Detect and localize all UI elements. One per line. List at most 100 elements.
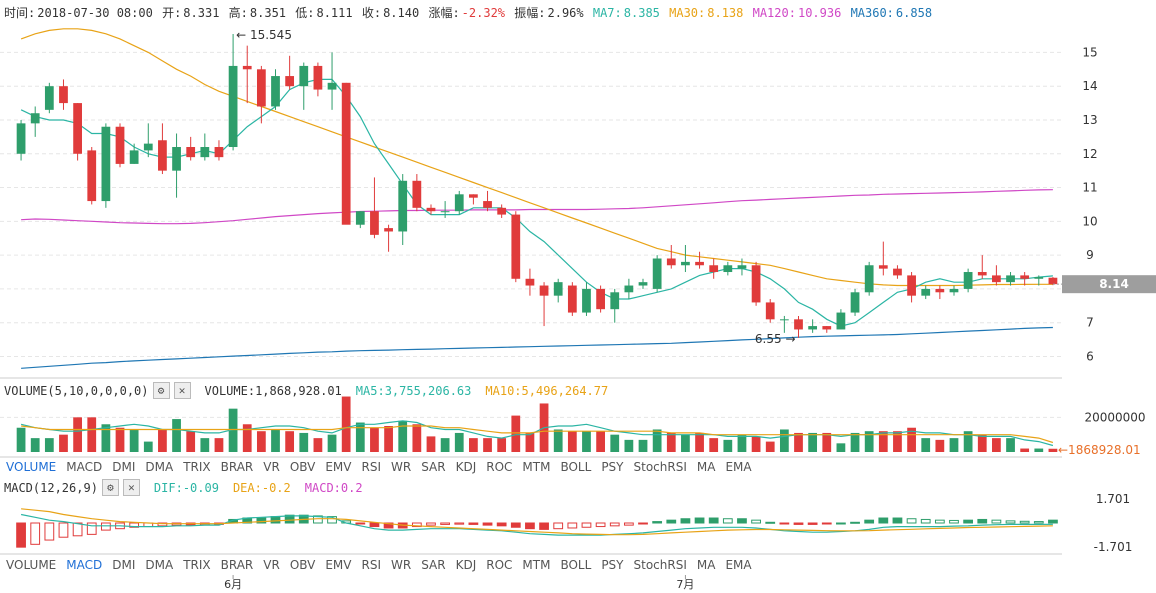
ma360-line bbox=[21, 326, 1053, 369]
tab-macd-panel-ma[interactable]: MA bbox=[696, 558, 716, 572]
tab-volume-panel-volume[interactable]: VOLUME bbox=[6, 460, 57, 474]
tab-macd-panel-ema[interactable]: EMA bbox=[725, 558, 752, 572]
volume-bar bbox=[256, 431, 266, 452]
candle-body bbox=[129, 150, 139, 164]
tab-volume-panel-sar[interactable]: SAR bbox=[421, 460, 446, 474]
macd-histogram-bar bbox=[963, 519, 974, 524]
tab-macd-panel-wr[interactable]: WR bbox=[391, 558, 412, 572]
price-tick-label: 12 bbox=[1082, 147, 1097, 161]
candle-body bbox=[1020, 275, 1030, 279]
current-price-label: 8.14 bbox=[1099, 277, 1129, 291]
tab-volume-panel-ma[interactable]: MA bbox=[696, 460, 716, 474]
tab-macd-panel-boll[interactable]: BOLL bbox=[560, 558, 592, 572]
tab-volume-panel-psy[interactable]: PSY bbox=[601, 460, 624, 474]
macd-histogram-bar bbox=[256, 517, 267, 524]
tab-macd-panel-kdj[interactable]: KDJ bbox=[455, 558, 477, 572]
volume-bar bbox=[228, 408, 238, 452]
tab-volume-panel-dmi[interactable]: DMI bbox=[112, 460, 136, 474]
tab-macd-panel-vr[interactable]: VR bbox=[263, 558, 280, 572]
tab-volume-panel-kdj[interactable]: KDJ bbox=[455, 460, 477, 474]
volume-bar bbox=[779, 429, 789, 452]
tab-volume-panel-roc[interactable]: ROC bbox=[486, 460, 513, 474]
high-value: 8.351 bbox=[249, 6, 287, 20]
tab-volume-panel-emv[interactable]: EMV bbox=[325, 460, 352, 474]
volume-bar bbox=[483, 438, 492, 452]
tab-volume-panel-boll[interactable]: BOLL bbox=[560, 460, 592, 474]
macd-histogram-bar bbox=[496, 522, 507, 527]
candle-body bbox=[878, 265, 888, 269]
tab-macd-panel-roc[interactable]: ROC bbox=[486, 558, 513, 572]
candle-body bbox=[666, 258, 676, 266]
macd-close-icon[interactable]: ✕ bbox=[122, 479, 140, 496]
tab-volume-panel-obv[interactable]: OBV bbox=[289, 460, 316, 474]
volume-close-icon[interactable]: ✕ bbox=[173, 382, 191, 399]
volume-bar bbox=[285, 431, 295, 452]
candle-body bbox=[525, 278, 535, 286]
volume-bar bbox=[497, 438, 507, 452]
candle-body bbox=[1034, 277, 1044, 279]
macd-histogram-bar bbox=[793, 522, 804, 525]
volume-panel: 20000000 ←1868928.01 bbox=[0, 396, 1146, 458]
volume-bar bbox=[751, 436, 761, 452]
macd-histogram-bar bbox=[765, 521, 776, 524]
volume-bar bbox=[963, 431, 973, 452]
tab-volume-panel-mtm[interactable]: MTM bbox=[522, 460, 551, 474]
macd-histogram-bar bbox=[864, 519, 875, 524]
macd-histogram-bar bbox=[72, 522, 83, 537]
ma120-value: 10.936 bbox=[797, 6, 842, 20]
tab-volume-panel-stochrsi[interactable]: StochRSI bbox=[633, 460, 687, 474]
macd-histogram-bar bbox=[86, 522, 97, 535]
tab-macd-panel-trix[interactable]: TRIX bbox=[183, 558, 211, 572]
tab-volume-panel-trix[interactable]: TRIX bbox=[183, 460, 211, 474]
macd-histogram-bar bbox=[482, 522, 493, 526]
volume-bar bbox=[794, 432, 803, 452]
tab-volume-panel-wr[interactable]: WR bbox=[391, 460, 412, 474]
tab-macd-panel-volume[interactable]: VOLUME bbox=[6, 558, 57, 572]
tab-volume-panel-ema[interactable]: EMA bbox=[725, 460, 752, 474]
x-axis-label: 6月 bbox=[224, 578, 242, 591]
volume-bar bbox=[454, 432, 464, 452]
macd-histogram-bar bbox=[609, 522, 620, 527]
ma7-label: MA7: bbox=[592, 6, 622, 20]
tab-macd-panel-psy[interactable]: PSY bbox=[601, 558, 624, 572]
candle-body bbox=[370, 211, 379, 235]
candle-body bbox=[454, 194, 464, 212]
candle-body bbox=[836, 312, 846, 330]
volume-bar bbox=[567, 431, 577, 452]
tab-volume-panel-dma[interactable]: DMA bbox=[145, 460, 174, 474]
change-label: 涨幅: bbox=[428, 6, 460, 20]
candle-body bbox=[271, 76, 280, 107]
tab-macd-panel-brar[interactable]: BRAR bbox=[220, 558, 254, 572]
volume-bar bbox=[214, 438, 224, 452]
volume-bar bbox=[1020, 448, 1030, 452]
tab-macd-panel-macd[interactable]: MACD bbox=[66, 558, 103, 572]
volume-bar bbox=[44, 438, 54, 452]
volume-bar bbox=[101, 424, 111, 452]
tab-macd-panel-rsi[interactable]: RSI bbox=[361, 558, 382, 572]
tab-macd-panel-obv[interactable]: OBV bbox=[289, 558, 316, 572]
macd-histogram-bar bbox=[1033, 521, 1044, 524]
tab-macd-panel-emv[interactable]: EMV bbox=[325, 558, 352, 572]
macd-histogram-bar bbox=[991, 519, 1002, 524]
macd-histogram-bar bbox=[270, 516, 281, 524]
volume-bar bbox=[16, 427, 26, 452]
tab-volume-panel-vr[interactable]: VR bbox=[263, 460, 280, 474]
candle-body bbox=[511, 214, 521, 279]
volume-settings-gear-icon[interactable]: ⚙ bbox=[152, 382, 170, 399]
tab-macd-panel-dma[interactable]: DMA bbox=[145, 558, 174, 572]
tab-macd-panel-sar[interactable]: SAR bbox=[421, 558, 446, 572]
volume-bar bbox=[582, 431, 591, 452]
tab-volume-panel-rsi[interactable]: RSI bbox=[361, 460, 382, 474]
macd-histogram-bar bbox=[836, 522, 846, 525]
tab-macd-panel-dmi[interactable]: DMI bbox=[112, 558, 136, 572]
tab-volume-panel-macd[interactable]: MACD bbox=[66, 460, 103, 474]
tab-macd-panel-mtm[interactable]: MTM bbox=[522, 558, 551, 572]
macd-settings-gear-icon[interactable]: ⚙ bbox=[101, 479, 119, 496]
tab-volume-panel-brar[interactable]: BRAR bbox=[220, 460, 254, 474]
ma360-label: MA360: bbox=[850, 6, 894, 20]
current-price-tag bbox=[1062, 275, 1156, 294]
price-tick-label: 13 bbox=[1082, 113, 1097, 127]
tab-macd-panel-stochrsi[interactable]: StochRSI bbox=[633, 558, 687, 572]
macd-histogram-bar bbox=[44, 522, 55, 541]
candle-body bbox=[143, 143, 153, 151]
